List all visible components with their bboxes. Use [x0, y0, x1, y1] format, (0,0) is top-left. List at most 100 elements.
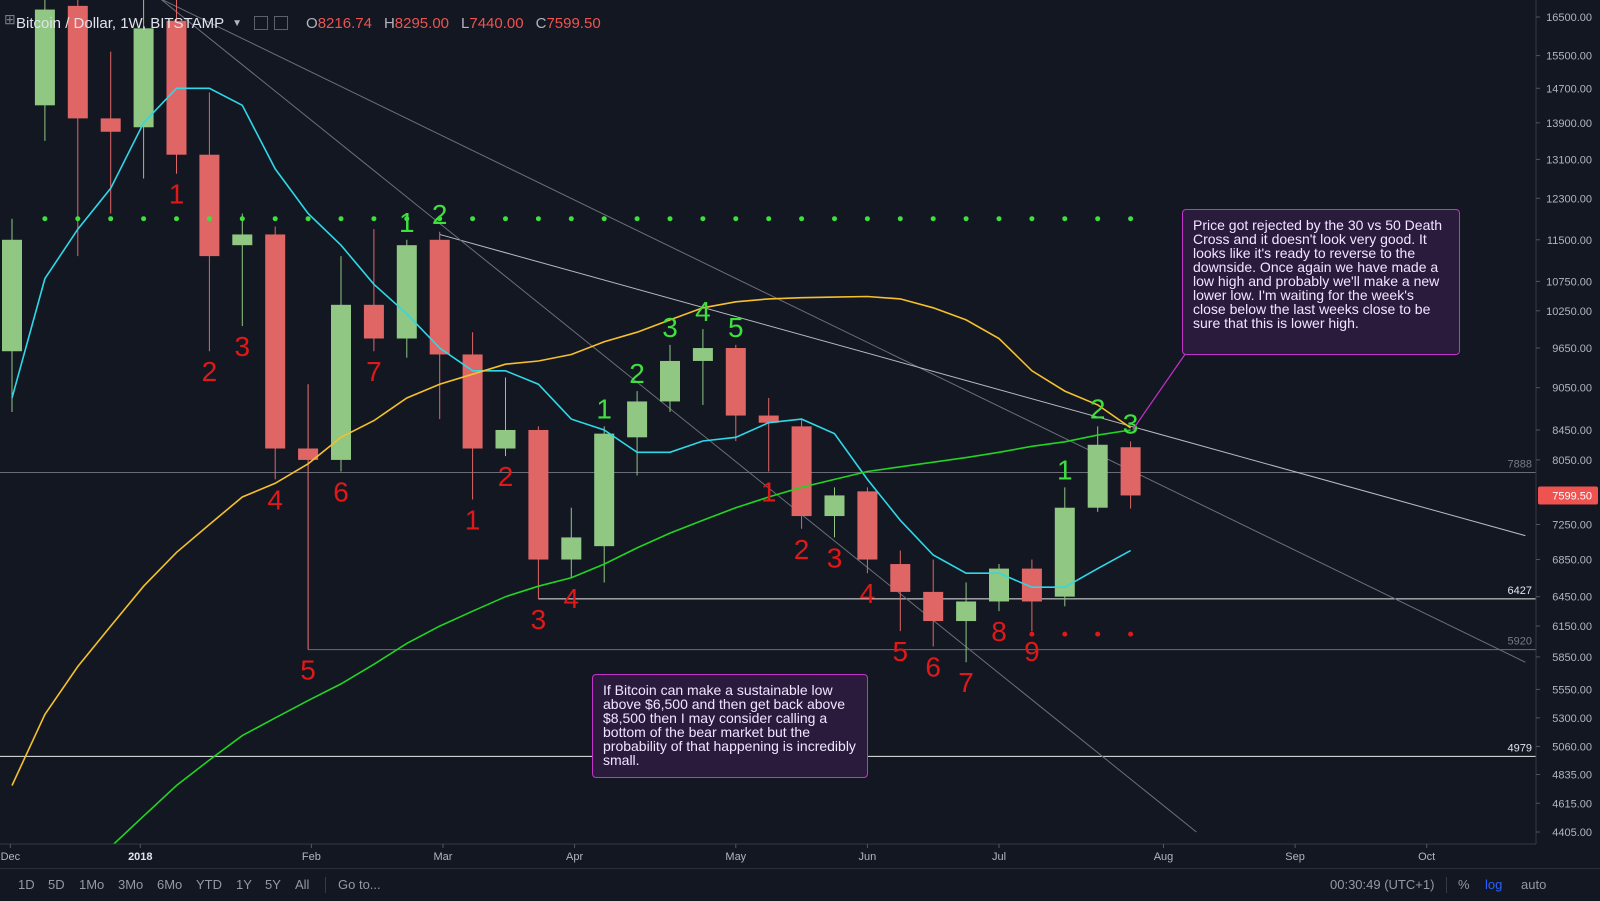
td-dot: [470, 216, 476, 222]
percent-toggle[interactable]: %: [1458, 877, 1470, 892]
tf-5y[interactable]: 5Y: [265, 877, 281, 892]
price-tag: [1538, 486, 1598, 505]
td-count-label: 4: [695, 296, 711, 327]
td-count-label: 8: [991, 616, 1007, 647]
y-tick-label: 6150.00: [1552, 621, 1592, 633]
settings-square-icon[interactable]: [254, 16, 269, 30]
ohlc-high: H8295.00: [383, 14, 450, 32]
symbol-title[interactable]: Bitcoin / Dollar, 1W, BITSTAMP: [16, 14, 225, 32]
note-bottom-text: If Bitcoin can make a sustainable low ab…: [603, 682, 856, 768]
candle-body: [34, 9, 55, 106]
x-tick-label: Sep: [1285, 851, 1305, 863]
chart-header: Bitcoin / Dollar, 1W, BITSTAMP ▼ O8216.7…: [16, 12, 601, 34]
tf-1y[interactable]: 1Y: [236, 877, 252, 892]
chevron-down-icon[interactable]: ▼: [232, 17, 243, 29]
candle-body: [923, 591, 944, 622]
td-dot: [437, 216, 443, 222]
td-count-label: 3: [531, 604, 547, 635]
y-tick-label: 12300.00: [1546, 193, 1592, 205]
td-dot: [42, 216, 48, 222]
ma-mid-line: [11, 295, 1132, 786]
td-dot: [996, 216, 1002, 222]
tf-ytd[interactable]: YTD: [196, 877, 222, 892]
tf-3mo[interactable]: 3Mo: [118, 877, 144, 892]
trendline: [161, 0, 1526, 663]
td-dot: [930, 216, 936, 222]
compare-square-icon[interactable]: [274, 16, 289, 30]
log-toggle[interactable]: log: [1485, 877, 1503, 892]
x-tick-label: Feb: [302, 851, 321, 863]
y-tick-label: 9650.00: [1552, 343, 1592, 355]
td-dot: [535, 216, 541, 222]
note-bottom[interactable]: If Bitcoin can make a sustainable low ab…: [592, 674, 868, 778]
level-label: 7888: [1508, 458, 1532, 470]
y-tick-label: 4835.00: [1552, 770, 1592, 782]
td-count-label: 1: [596, 393, 612, 424]
auto-toggle[interactable]: auto: [1521, 877, 1547, 892]
note-top[interactable]: Price got rejected by the 30 vs 50 Death…: [1182, 209, 1460, 355]
candle-body: [890, 564, 911, 592]
toolbar-divider-right: [1446, 877, 1447, 893]
td-dot: [1128, 216, 1134, 222]
y-tick-label: 14700.00: [1546, 83, 1592, 95]
td-count-label: 4: [860, 578, 876, 609]
level-label: 6427: [1508, 585, 1532, 597]
candle-body: [528, 429, 549, 560]
x-tick-label: Mar: [434, 851, 453, 863]
price-axis-bg: [1536, 0, 1600, 868]
td-count-label: 4: [564, 583, 580, 614]
candle-body: [956, 601, 977, 622]
td-count-label: 2: [432, 199, 448, 230]
note-pointer: [1132, 349, 1200, 431]
td-count-label: 2: [498, 461, 514, 492]
y-tick-label: 7250.00: [1552, 520, 1592, 532]
y-tick-label: 5300.00: [1552, 713, 1592, 725]
tf-all[interactable]: All: [295, 877, 310, 892]
goto-button[interactable]: Go to...: [338, 877, 381, 892]
candle-body: [1120, 447, 1141, 496]
tf-1mo[interactable]: 1Mo: [79, 877, 105, 892]
candle-body: [67, 5, 88, 119]
x-tick-label: Apr: [566, 851, 583, 863]
y-tick-label: 4615.00: [1552, 798, 1592, 810]
td-dot: [963, 216, 969, 222]
candle-body: [331, 304, 351, 460]
td-dot: [634, 216, 640, 222]
y-tick-label: 5850.00: [1552, 652, 1592, 664]
level-label: 5920: [1508, 636, 1532, 648]
trendline: [161, 0, 1197, 833]
td-dot: [1095, 216, 1101, 222]
td-count-label: 6: [925, 651, 941, 682]
candle-body: [133, 28, 154, 128]
y-tick-label: 15500.00: [1546, 51, 1592, 63]
candle-body: [363, 304, 384, 339]
td-dot: [601, 216, 607, 222]
tf-5d[interactable]: 5D: [48, 877, 65, 892]
td-dot: [733, 216, 739, 222]
tf-6mo[interactable]: 6Mo: [157, 877, 183, 892]
y-tick-label: 16500.00: [1546, 12, 1592, 24]
trendline: [439, 233, 1526, 537]
candle-body: [594, 433, 615, 547]
td-count-label: 2: [629, 358, 645, 389]
crosshair-icon[interactable]: ⊞: [4, 11, 16, 27]
td-dot: [503, 216, 508, 222]
candle-body: [1021, 568, 1042, 602]
tf-1d[interactable]: 1D: [18, 877, 35, 892]
td-dot: [568, 216, 574, 222]
td-count-label: 1: [761, 477, 777, 508]
td-dot: [1029, 216, 1035, 222]
td-dot: [667, 216, 673, 222]
td-count-label: 1: [465, 504, 481, 535]
y-tick-label: 13900.00: [1546, 118, 1592, 130]
price-tag-label: 7599.50: [1552, 490, 1592, 502]
td-count-label: 7: [958, 667, 974, 698]
td-dot: [108, 216, 114, 222]
candle-body: [1087, 444, 1108, 508]
td-count-label: 1: [399, 207, 415, 238]
candle-body: [495, 429, 516, 449]
td-count-label: 6: [333, 477, 349, 508]
clock-readout[interactable]: 00:30:49 (UTC+1): [1330, 877, 1435, 892]
td-dot: [1062, 216, 1068, 222]
